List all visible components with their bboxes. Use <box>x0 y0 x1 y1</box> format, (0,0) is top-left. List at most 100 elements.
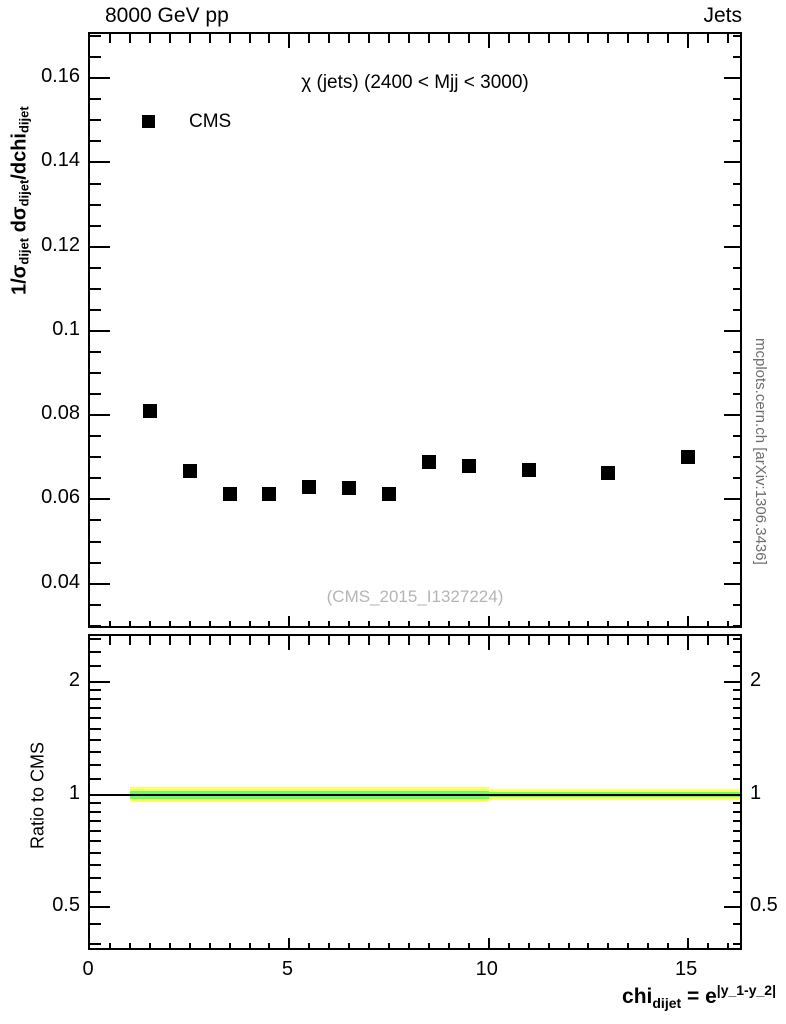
axis-tick <box>427 943 430 948</box>
axis-tick <box>733 603 740 606</box>
axis-tick <box>733 224 740 227</box>
axis-tick <box>90 224 101 227</box>
axis-tick <box>90 942 101 945</box>
axis-tick <box>647 943 650 948</box>
axis-tick <box>627 621 630 626</box>
axis-tick <box>408 34 411 43</box>
axis-tick <box>90 77 110 80</box>
axis-tick <box>348 621 351 626</box>
axis-tick <box>567 34 570 43</box>
axis-tick <box>90 863 101 866</box>
axis-tick <box>724 680 740 683</box>
axis-tick <box>733 851 740 854</box>
axis-tick <box>168 636 171 645</box>
axis-tick <box>90 717 101 720</box>
axis-tick <box>90 498 110 501</box>
y-axis-title-text: 1/σdijet dσdijet/dchidijet <box>8 106 32 296</box>
axis-tick <box>308 621 311 626</box>
axis-tick <box>90 851 101 854</box>
axis-tick <box>90 665 101 668</box>
axis-tick <box>248 943 251 948</box>
axis-tick <box>733 287 740 290</box>
axis-tick <box>368 34 371 43</box>
axis-tick <box>408 943 411 948</box>
axis-tick <box>607 621 610 626</box>
axis-tick <box>90 435 101 438</box>
data-point-marker <box>601 465 616 480</box>
axis-tick <box>607 943 610 948</box>
axis-tick <box>647 636 650 645</box>
axis-tick <box>208 34 211 43</box>
axis-tick <box>90 829 101 832</box>
axis-tick <box>308 943 311 948</box>
axis-tick <box>208 943 211 948</box>
x-axis-tick-label: 5 <box>281 958 293 980</box>
axis-tick <box>168 621 171 626</box>
axis-tick <box>733 801 740 804</box>
axis-tick <box>288 938 291 948</box>
axis-tick <box>733 182 740 185</box>
axis-tick <box>368 943 371 948</box>
axis-tick <box>607 636 610 645</box>
axis-tick <box>724 329 740 332</box>
axis-tick <box>733 98 740 101</box>
axis-tick <box>148 34 151 43</box>
axis-tick <box>427 621 430 626</box>
axis-tick <box>724 582 740 585</box>
axis-tick <box>467 34 470 43</box>
axis-tick <box>90 351 101 353</box>
axis-tick <box>90 689 101 692</box>
data-point-marker <box>262 487 277 502</box>
axis-tick <box>188 621 191 626</box>
ratio-y-axis-tick-label: 0.5 <box>52 894 80 917</box>
axis-tick <box>90 778 101 781</box>
axis-tick <box>727 34 730 43</box>
axis-tick <box>248 34 251 43</box>
axis-tick <box>733 638 740 641</box>
axis-tick <box>724 793 740 796</box>
axis-tick <box>90 801 101 804</box>
axis-tick <box>724 906 740 909</box>
axis-tick <box>368 621 371 626</box>
axis-tick <box>627 943 630 948</box>
axis-tick <box>90 140 101 143</box>
axis-tick <box>733 727 740 730</box>
axis-tick <box>188 636 191 645</box>
axis-tick <box>727 621 730 626</box>
legend-marker-cms <box>142 115 155 128</box>
axis-tick <box>90 638 101 641</box>
axis-tick <box>90 287 101 290</box>
axis-tick <box>308 636 311 645</box>
axis-tick <box>687 34 690 48</box>
axis-tick <box>733 717 740 720</box>
axis-tick <box>647 621 650 626</box>
axis-tick <box>108 34 111 43</box>
x-axis-tick-label: 15 <box>675 958 698 980</box>
axis-tick <box>667 943 670 948</box>
axis-tick <box>733 689 740 692</box>
axis-tick <box>128 636 131 645</box>
axis-tick <box>208 636 211 645</box>
data-point-marker <box>302 479 317 494</box>
axis-tick <box>128 943 131 948</box>
axis-tick <box>567 943 570 948</box>
y-axis-tick-label: 0.04 <box>41 570 80 593</box>
ratio-y-axis-tick-label: 2 <box>68 668 80 691</box>
axis-tick <box>724 161 740 164</box>
y-axis-tick-label: 0.08 <box>41 402 80 425</box>
axis-tick <box>727 943 730 948</box>
axis-tick <box>308 34 311 43</box>
axis-tick <box>447 34 450 43</box>
axis-tick <box>527 34 530 43</box>
axis-tick <box>527 943 530 948</box>
data-point-marker <box>142 403 157 418</box>
credit-watermark: mcplots.cern.ch [arXiv:1306.3436] <box>752 338 769 565</box>
axis-tick <box>148 943 151 948</box>
axis-tick <box>90 161 110 164</box>
axis-tick <box>90 727 101 730</box>
x-axis-title: chidijet = e|y_1-y_2| <box>622 982 776 1012</box>
axis-tick <box>587 621 590 626</box>
axis-tick <box>288 34 291 48</box>
axis-tick <box>733 561 740 564</box>
axis-tick <box>733 56 740 59</box>
